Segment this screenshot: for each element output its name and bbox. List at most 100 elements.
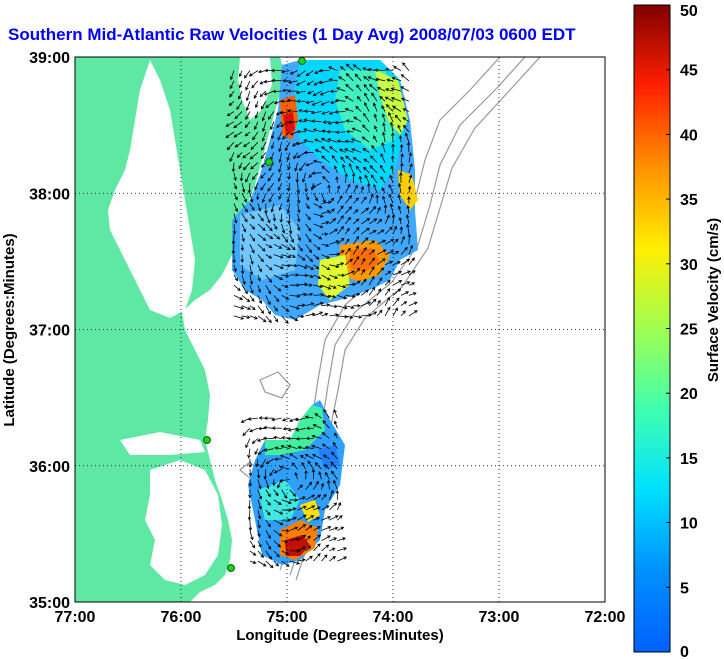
velocity-arrow [321, 431, 330, 439]
velocity-arrow [233, 274, 238, 282]
y-tick-label: 37:00 [29, 323, 70, 340]
velocity-arrow [289, 453, 298, 460]
velocity-arrow [329, 264, 340, 269]
velocity-arrow [265, 100, 275, 109]
velocity-arrow [344, 183, 351, 194]
velocity-arrow [406, 204, 410, 214]
velocity-arrow [295, 172, 300, 184]
velocity-arrow [249, 295, 255, 302]
velocity-arrow [399, 172, 403, 184]
velocity-arrow [408, 292, 417, 296]
velocity-arrow [402, 117, 410, 123]
velocity-arrow [257, 69, 266, 74]
velocity-arrow [382, 131, 386, 143]
velocity-arrow [385, 103, 394, 112]
velocity-arrow [324, 471, 330, 480]
velocity-arrow [352, 64, 362, 71]
velocity-arrow [289, 537, 300, 542]
velocity-arrow [360, 247, 367, 255]
velocity-arrow [305, 223, 312, 232]
velocity-arrow [407, 185, 412, 194]
velocity-arrow [399, 143, 404, 153]
velocity-arrow [376, 206, 381, 214]
velocity-arrow [257, 264, 262, 273]
velocity-arrow [265, 489, 271, 498]
velocity-arrow [229, 80, 235, 90]
velocity-arrow [297, 524, 307, 531]
velocity-arrow [265, 540, 272, 550]
velocity-arrow [291, 462, 298, 470]
velocity-arrow [393, 66, 402, 71]
velocity-arrow [297, 244, 303, 252]
velocity-arrow [273, 233, 281, 240]
velocity-arrow [233, 315, 245, 320]
velocity-arrow [388, 184, 394, 194]
velocity-arrow [265, 213, 271, 224]
velocity-arrow [399, 226, 404, 235]
velocity-arrow [327, 184, 331, 194]
velocity-arrow [310, 182, 315, 191]
velocity-arrow [356, 95, 362, 102]
velocity-arrow [384, 214, 390, 225]
station-marker [298, 57, 306, 65]
velocity-arrow [353, 292, 361, 297]
velocity-arrow [381, 105, 386, 112]
velocity-arrow [272, 479, 276, 487]
velocity-arrow [247, 509, 252, 521]
velocity-arrow [265, 519, 271, 528]
velocity-arrow [400, 301, 408, 307]
velocity-arrow [313, 213, 324, 218]
velocity-arrow [400, 259, 411, 266]
north-field-yellow-south [318, 255, 350, 300]
velocity-arrow [336, 185, 341, 194]
velocity-arrow [302, 172, 306, 183]
velocity-arrow [245, 80, 251, 91]
x-tick-label: 75:00 [267, 609, 308, 626]
velocity-arrow [238, 80, 243, 89]
north-field-east-edge [398, 170, 418, 210]
velocity-arrow [265, 274, 273, 283]
albemarle-sound [120, 432, 205, 455]
velocity-arrow [279, 465, 290, 470]
velocity-arrow [321, 554, 328, 562]
plot-frame [74, 56, 606, 603]
velocity-arrow [368, 257, 376, 266]
colorbar-tick-label: 5 [680, 580, 689, 597]
velocity-arrow [326, 130, 338, 134]
velocity-arrow [318, 68, 330, 73]
velocity-arrow [304, 454, 314, 460]
velocity-arrow [397, 124, 402, 133]
velocity-arrow [296, 182, 300, 194]
velocity-arrow [240, 244, 245, 252]
velocity-arrow [257, 295, 262, 305]
velocity-arrow [282, 131, 290, 140]
y-tick-label: 36:00 [29, 459, 70, 476]
velocity-arrow [329, 284, 337, 289]
velocity-arrow [345, 129, 354, 134]
velocity-arrow [271, 417, 282, 422]
velocity-arrow [305, 254, 314, 263]
velocity-arrow [273, 489, 279, 497]
velocity-arrow [313, 494, 322, 501]
velocity-arrow [289, 70, 298, 75]
velocity-arrow [254, 111, 259, 119]
velocity-arrow [333, 409, 338, 419]
velocity-arrow [289, 417, 298, 422]
velocity-arrow [345, 305, 355, 309]
velocity-arrow [313, 526, 321, 531]
velocity-arrow [381, 142, 386, 153]
velocity-arrow [229, 90, 235, 98]
velocity-arrow [384, 238, 395, 245]
velocity-arrow [265, 479, 270, 490]
velocity-arrow [344, 247, 351, 255]
velocity-arrow [271, 78, 282, 83]
velocity-arrow [313, 543, 321, 552]
velocity-arrow [369, 230, 377, 235]
velocity-arrow [281, 499, 292, 504]
velocity-arrow [241, 193, 247, 203]
velocity-arrow [282, 426, 290, 431]
velocity-arrow [313, 203, 323, 209]
velocity-arrow [368, 298, 377, 306]
velocity-arrow [297, 445, 306, 450]
velocity-arrow [363, 158, 370, 163]
